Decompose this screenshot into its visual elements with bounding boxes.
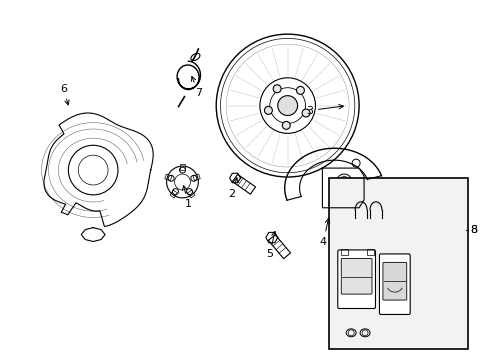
FancyBboxPatch shape [337,250,375,309]
Text: 7: 7 [191,76,202,98]
Circle shape [216,34,358,177]
Text: 6: 6 [60,84,69,105]
Bar [366,249,373,255]
FancyBboxPatch shape [341,258,371,294]
Circle shape [264,107,272,114]
Circle shape [302,109,309,117]
Bar [341,249,347,255]
Circle shape [277,96,297,116]
Text: 3: 3 [305,104,343,116]
Circle shape [282,121,290,129]
Text: 8: 8 [469,225,476,235]
Bar [328,178,468,349]
Ellipse shape [337,192,350,204]
Circle shape [168,175,174,181]
Text: 5: 5 [266,231,276,260]
Text: 8: 8 [469,225,476,235]
FancyBboxPatch shape [379,254,409,314]
Text: 2: 2 [228,178,237,199]
Circle shape [296,86,304,94]
Text: 4: 4 [319,219,329,247]
Circle shape [190,175,196,181]
Circle shape [186,189,192,195]
FancyBboxPatch shape [382,262,406,300]
Circle shape [172,189,178,195]
Circle shape [273,85,281,93]
Text: 1: 1 [182,186,192,209]
Ellipse shape [337,174,350,186]
Circle shape [179,167,185,173]
